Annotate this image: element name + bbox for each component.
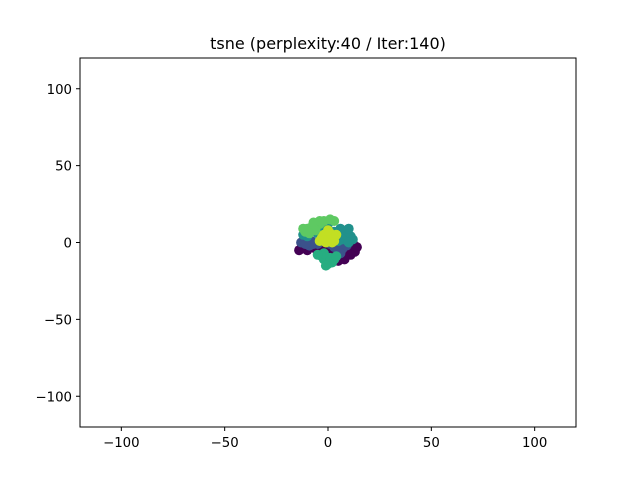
data-point bbox=[294, 245, 305, 256]
data-point bbox=[323, 225, 333, 236]
data-point bbox=[331, 229, 342, 240]
data-point bbox=[320, 260, 331, 271]
x-tick-label: 100 bbox=[522, 436, 547, 451]
chart-title: tsne (perplexity:40 / Iter:140) bbox=[210, 34, 446, 53]
x-tick-label: −50 bbox=[211, 436, 239, 451]
data-point bbox=[351, 242, 362, 253]
points-layer bbox=[294, 214, 362, 271]
data-point bbox=[343, 237, 354, 248]
data-point bbox=[314, 216, 325, 226]
data-point bbox=[298, 223, 309, 234]
x-tick-label: −100 bbox=[103, 436, 140, 451]
y-tick-label: −50 bbox=[44, 313, 72, 328]
data-point bbox=[327, 237, 338, 248]
y-tick-label: 0 bbox=[64, 237, 72, 252]
y-axis: 100 50 0 −50 −100 bbox=[35, 83, 80, 405]
y-tick-label: −100 bbox=[35, 390, 72, 405]
data-point bbox=[331, 251, 342, 262]
x-axis: −100 −50 0 50 100 bbox=[103, 427, 547, 451]
data-point bbox=[314, 236, 325, 246]
x-tick-label: 0 bbox=[324, 436, 332, 451]
x-tick-label: 50 bbox=[423, 436, 440, 451]
data-point bbox=[329, 216, 340, 226]
data-point bbox=[343, 223, 354, 234]
data-point bbox=[300, 239, 311, 249]
y-tick-label: 100 bbox=[47, 83, 72, 98]
y-tick-label: 50 bbox=[55, 160, 72, 175]
data-point bbox=[312, 249, 323, 260]
